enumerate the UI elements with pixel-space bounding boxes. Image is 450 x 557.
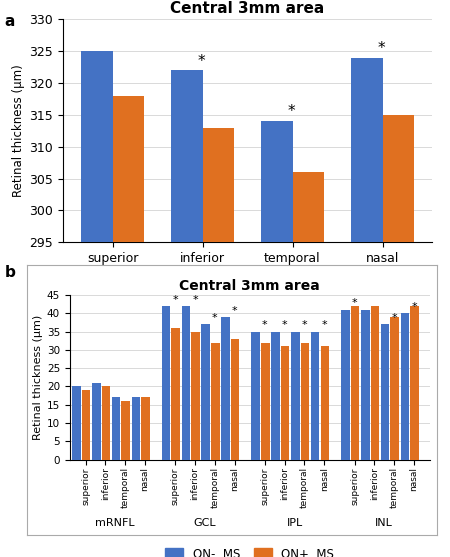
Title: Central 3mm area: Central 3mm area bbox=[171, 1, 324, 16]
Bar bbox=[171, 70, 202, 557]
Text: INL: INL bbox=[375, 518, 393, 528]
Bar bbox=[301, 343, 309, 460]
Bar bbox=[341, 310, 350, 460]
Bar bbox=[261, 121, 292, 557]
Bar bbox=[72, 387, 81, 460]
Text: b: b bbox=[4, 265, 15, 280]
Bar bbox=[391, 317, 399, 460]
Text: *: * bbox=[282, 320, 288, 330]
Bar bbox=[112, 398, 120, 460]
Bar bbox=[92, 383, 100, 460]
Text: mRNFL: mRNFL bbox=[95, 518, 135, 528]
Text: *: * bbox=[262, 320, 268, 330]
Y-axis label: Retinal thickness (μm): Retinal thickness (μm) bbox=[32, 315, 43, 440]
Text: *: * bbox=[232, 306, 238, 316]
Text: *: * bbox=[172, 295, 178, 305]
Bar bbox=[311, 332, 320, 460]
Bar bbox=[211, 343, 220, 460]
Bar bbox=[141, 398, 150, 460]
Bar bbox=[202, 324, 210, 460]
Bar bbox=[221, 317, 230, 460]
Bar bbox=[292, 172, 324, 557]
Bar bbox=[112, 96, 144, 557]
Bar bbox=[371, 306, 379, 460]
Text: *: * bbox=[287, 104, 295, 119]
Bar bbox=[291, 332, 300, 460]
Bar bbox=[381, 324, 389, 460]
Bar bbox=[351, 306, 360, 460]
Bar bbox=[252, 332, 260, 460]
Text: *: * bbox=[352, 299, 357, 309]
Bar bbox=[361, 310, 369, 460]
Text: IPL: IPL bbox=[287, 518, 303, 528]
Bar bbox=[162, 306, 171, 460]
Text: *: * bbox=[411, 302, 417, 312]
Bar bbox=[410, 306, 419, 460]
Bar bbox=[131, 398, 140, 460]
Bar bbox=[202, 128, 234, 557]
Text: a: a bbox=[4, 14, 15, 29]
Text: *: * bbox=[192, 295, 198, 305]
Bar bbox=[102, 387, 110, 460]
Bar bbox=[400, 314, 409, 460]
Bar bbox=[231, 339, 239, 460]
Text: *: * bbox=[197, 53, 205, 69]
Text: GCL: GCL bbox=[194, 518, 216, 528]
Bar bbox=[182, 306, 190, 460]
Bar bbox=[171, 328, 180, 460]
Title: Central 3mm area: Central 3mm area bbox=[180, 278, 320, 292]
Bar bbox=[351, 58, 382, 557]
X-axis label: Total macula: Total macula bbox=[203, 269, 292, 283]
Bar bbox=[320, 346, 329, 460]
Bar bbox=[271, 332, 280, 460]
Bar bbox=[191, 332, 200, 460]
Text: *: * bbox=[212, 313, 218, 323]
Text: *: * bbox=[302, 320, 307, 330]
Y-axis label: Retinal thickness (μm): Retinal thickness (μm) bbox=[12, 65, 25, 197]
Text: *: * bbox=[321, 320, 327, 330]
Bar bbox=[261, 343, 270, 460]
Bar bbox=[122, 401, 130, 460]
Legend: ON-  MS, ON+  MS: ON- MS, ON+ MS bbox=[161, 543, 339, 557]
Text: *: * bbox=[392, 313, 397, 323]
Text: *: * bbox=[377, 41, 385, 56]
Legend: ON-  MS, ON+  MS: ON- MS, ON+ MS bbox=[158, 276, 337, 299]
Bar bbox=[82, 390, 90, 460]
Bar bbox=[281, 346, 289, 460]
Bar bbox=[382, 115, 414, 557]
Bar bbox=[81, 51, 112, 557]
